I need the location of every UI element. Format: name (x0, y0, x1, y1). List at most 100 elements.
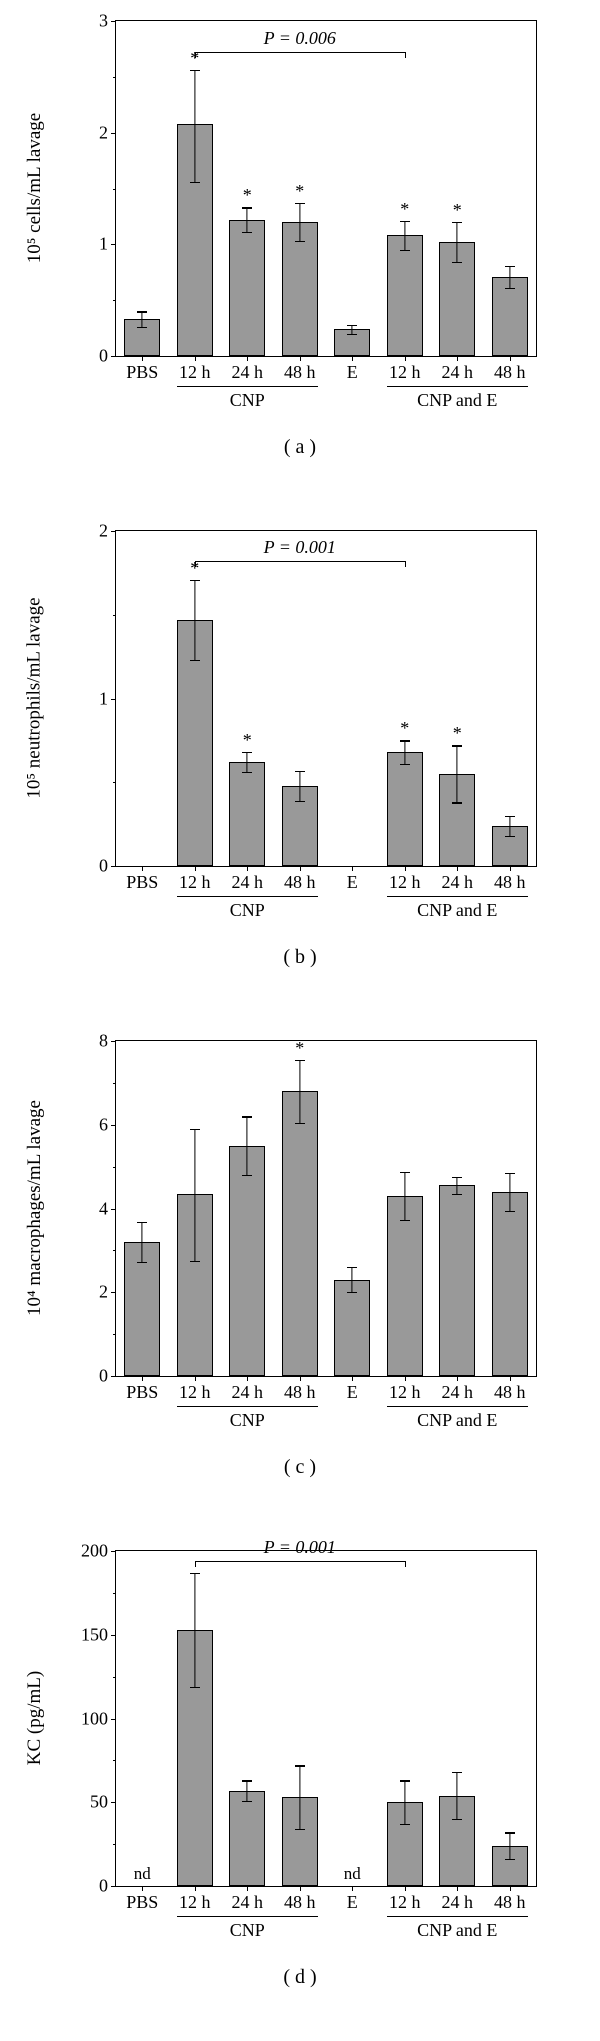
x-tick-label: 24 h (232, 866, 264, 893)
x-tick-label: E (347, 356, 358, 383)
bar (492, 1192, 528, 1376)
y-tick-label: 0 (99, 856, 116, 877)
error-cap (505, 1173, 515, 1174)
error-bar (457, 745, 458, 802)
x-tick-label: 24 h (232, 1376, 264, 1403)
bar (229, 762, 265, 866)
group-underline (387, 896, 528, 897)
error-bar (404, 740, 405, 763)
error-cap (295, 771, 305, 772)
y-minor-tick (113, 1167, 116, 1168)
p-bracket-tick (195, 52, 196, 58)
panel-letter: ( c ) (0, 1456, 600, 1479)
error-cap (137, 327, 147, 328)
y-minor-tick (113, 77, 116, 78)
y-tick-label: 2 (99, 521, 116, 542)
group-label: CNP and E (417, 390, 497, 411)
y-tick-label: 2 (99, 122, 116, 143)
x-tick-label: 48 h (284, 1886, 316, 1913)
error-cap (242, 772, 252, 773)
x-tick-label: 48 h (284, 1376, 316, 1403)
y-minor-tick (113, 1760, 116, 1761)
significance-star: * (453, 723, 462, 744)
error-bar (299, 203, 300, 241)
error-bar (299, 1060, 300, 1123)
error-cap (400, 221, 410, 222)
x-tick-label: 12 h (179, 1886, 211, 1913)
significance-star: * (190, 48, 199, 69)
error-cap (190, 660, 200, 661)
y-tick-label: 2 (99, 1282, 116, 1303)
y-minor-tick (113, 300, 116, 301)
bar (387, 1196, 423, 1376)
error-cap (347, 334, 357, 335)
error-bar (509, 816, 510, 836)
group-underline (177, 896, 318, 897)
error-cap (452, 222, 462, 223)
error-cap (190, 1687, 200, 1688)
group-label: CNP and E (417, 1410, 497, 1431)
significance-star: * (453, 200, 462, 221)
y-tick-label: 200 (81, 1541, 116, 1562)
panel-b: 012PBS*12 h*24 h48 hE*12 h*24 h48 hCNPCN… (0, 510, 600, 1020)
y-minor-tick (113, 1250, 116, 1251)
error-cap (242, 752, 252, 753)
bar (229, 1146, 265, 1376)
x-tick-label: 12 h (389, 866, 421, 893)
y-tick-label: 4 (99, 1198, 116, 1219)
y-tick-label: 1 (99, 234, 116, 255)
x-tick-label: E (347, 866, 358, 893)
group-label: CNP (230, 1410, 265, 1431)
error-bar (509, 266, 510, 288)
x-tick-label: E (347, 1376, 358, 1403)
group-underline (177, 1406, 318, 1407)
significance-star: * (400, 199, 409, 220)
y-minor-tick (113, 189, 116, 190)
x-tick-label: 48 h (284, 356, 316, 383)
error-cap (190, 182, 200, 183)
p-bracket-line (195, 561, 405, 562)
x-tick-label: 12 h (179, 1376, 211, 1403)
error-cap (400, 1220, 410, 1221)
y-tick-label: 50 (90, 1792, 116, 1813)
error-cap (190, 580, 200, 581)
error-bar (194, 70, 195, 182)
error-cap (242, 1780, 252, 1781)
bar (229, 1791, 265, 1886)
error-cap (295, 1829, 305, 1830)
error-bar (299, 1765, 300, 1829)
error-cap (242, 232, 252, 233)
plot-area: 050100150200ndPBS12 h24 h48 hndE12 h24 h… (115, 1550, 537, 1887)
error-cap (400, 1172, 410, 1173)
error-bar (404, 1780, 405, 1824)
error-cap (242, 1175, 252, 1176)
x-tick-label: 12 h (179, 356, 211, 383)
y-tick-label: 8 (99, 1031, 116, 1052)
error-cap (137, 1222, 147, 1223)
error-cap (190, 70, 200, 71)
y-tick-label: 1 (99, 688, 116, 709)
x-tick-label: PBS (126, 1886, 158, 1913)
error-cap (347, 325, 357, 326)
y-tick-label: 0 (99, 1876, 116, 1897)
error-bar (509, 1173, 510, 1211)
x-tick-label: 12 h (389, 1376, 421, 1403)
group-underline (387, 1916, 528, 1917)
error-cap (347, 1267, 357, 1268)
y-minor-tick (113, 615, 116, 616)
x-tick-label: 48 h (494, 356, 526, 383)
error-cap (505, 1832, 515, 1833)
y-minor-tick (113, 1334, 116, 1335)
y-tick-label: 100 (81, 1708, 116, 1729)
p-bracket-line (195, 52, 405, 53)
bar (282, 1091, 318, 1376)
error-cap (295, 1060, 305, 1061)
x-tick-label: 24 h (232, 356, 264, 383)
nd-label: nd (344, 1864, 361, 1884)
error-cap (400, 740, 410, 741)
error-bar (247, 207, 248, 232)
error-cap (295, 241, 305, 242)
error-bar (457, 222, 458, 262)
x-tick-label: 48 h (284, 866, 316, 893)
x-tick-label: PBS (126, 866, 158, 893)
